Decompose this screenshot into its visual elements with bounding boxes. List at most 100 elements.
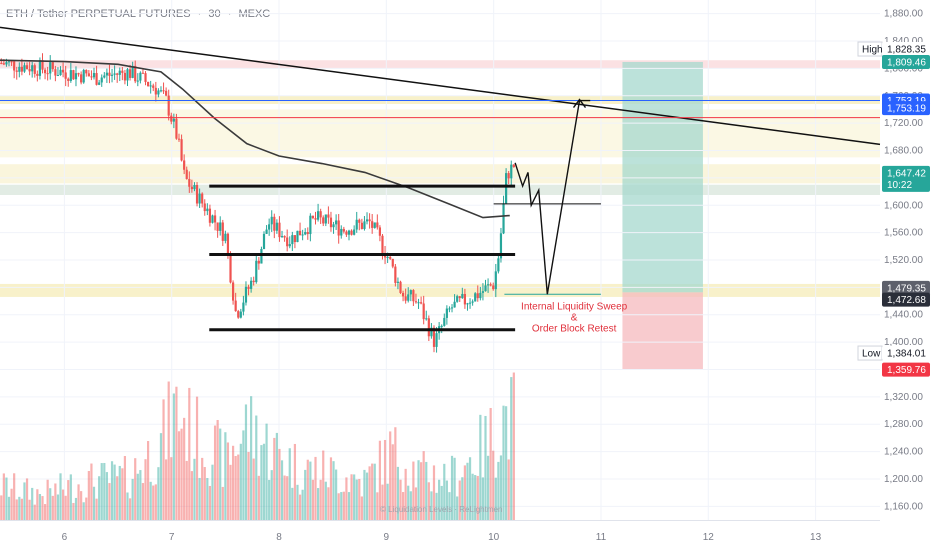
candle-body-61 [157, 90, 160, 95]
volume-bar-25 [64, 495, 67, 520]
candle-body-101 [260, 249, 263, 264]
candle-body-102 [262, 233, 266, 250]
volume-bar-195 [502, 405, 505, 520]
volume-bar-174 [448, 492, 451, 520]
volume-bar-67 [172, 393, 175, 520]
price-label-bg-6 [882, 292, 930, 307]
candle-body-34 [87, 73, 90, 77]
volume-bar-154 [396, 466, 400, 520]
volume-bar-5 [13, 473, 16, 520]
candle-body-93 [239, 311, 242, 318]
volume-bar-80 [206, 478, 209, 520]
price-axis[interactable]: 1,880.001,840.001,800.001,760.001,720.00… [857, 9, 930, 513]
volume-bar-151 [389, 431, 392, 520]
candle-body-194 [499, 233, 503, 259]
price-tick-18: 1,160.00 [884, 501, 923, 512]
volume-bar-124 [319, 479, 322, 520]
volume-bar-116 [298, 494, 302, 520]
volume-bar-149 [383, 439, 387, 520]
volume-bar-9 [23, 482, 26, 520]
volume-bar-21 [54, 483, 57, 520]
candle-body-138 [355, 219, 358, 230]
volume-bar-184 [474, 475, 477, 520]
candle-body-76 [195, 184, 199, 204]
volume-bar-141 [363, 469, 366, 520]
volume-bar-33 [85, 497, 88, 520]
candle-body-73 [188, 178, 191, 187]
volume-bar-142 [365, 472, 369, 520]
volume-layer [0, 372, 515, 520]
price-tick-0: 1,880.00 [884, 9, 923, 20]
volume-bar-172 [443, 463, 446, 520]
candle-body-99 [255, 260, 258, 283]
candle-body-87 [224, 233, 227, 241]
volume-bar-84 [216, 420, 219, 520]
candle-body-66 [170, 115, 173, 122]
candle-body-168 [432, 327, 436, 347]
volume-bar-94 [242, 430, 245, 520]
candle-body-53 [136, 80, 139, 82]
volume-bar-119 [306, 459, 309, 520]
volume-bar-133 [342, 491, 345, 520]
volume-bar-122 [314, 456, 317, 520]
candle-body-169 [435, 333, 438, 347]
candle-body-69 [177, 138, 181, 140]
zones-layer [0, 60, 880, 370]
volume-bar-99 [255, 415, 258, 520]
candle-body-81 [208, 208, 212, 223]
candle-body-199 [512, 164, 515, 167]
candle-body-121 [311, 215, 315, 219]
volume-bar-129 [332, 461, 335, 520]
candle-body-56 [144, 73, 147, 82]
annotation-line-2: Order Block Retest [532, 323, 617, 334]
candle-body-45 [116, 73, 119, 75]
candle-body-95 [244, 286, 248, 303]
candle-body-131 [337, 220, 340, 236]
candle-body-26 [67, 78, 70, 81]
volume-bar-20 [51, 495, 54, 520]
volume-bar-92 [237, 454, 240, 520]
candle-body-186 [479, 292, 482, 299]
volume-bar-114 [293, 443, 297, 520]
price-label-bg-0 [882, 42, 930, 57]
volume-bar-18 [46, 479, 49, 520]
volume-bar-59 [152, 485, 155, 520]
candle-body-193 [497, 258, 500, 272]
candle-body-96 [247, 286, 250, 289]
volume-bar-43 [110, 461, 114, 520]
candle-body-36 [92, 73, 96, 78]
price-label-bg-7 [882, 346, 930, 361]
volume-bar-147 [378, 440, 382, 520]
candle-body-151 [389, 256, 392, 259]
volume-bar-41 [105, 472, 108, 520]
volume-bar-58 [149, 481, 152, 520]
candle-body-139 [358, 219, 361, 223]
candle-body-94 [242, 302, 245, 312]
candle-body-185 [476, 293, 479, 299]
candle-body-157 [404, 296, 407, 301]
candle-body-90 [231, 282, 235, 301]
volume-bar-164 [422, 451, 425, 520]
candle-body-114 [293, 235, 297, 243]
price-tick-15: 1,280.00 [884, 419, 923, 430]
volume-bar-162 [417, 460, 420, 520]
price-tick-5: 1,680.00 [884, 146, 923, 157]
volume-bar-13 [33, 504, 36, 520]
candle-body-78 [201, 193, 204, 204]
volume-bar-34 [87, 470, 90, 520]
candle-body-116 [298, 230, 302, 236]
volume-bar-197 [507, 459, 510, 520]
time-axis[interactable]: 6 7 8 9 10 11 12 13 [0, 520, 880, 544]
volume-bar-45 [116, 476, 119, 520]
volume-bar-37 [95, 498, 98, 520]
volume-bar-177 [456, 496, 459, 520]
volume-bar-139 [358, 478, 361, 520]
volume-bar-79 [203, 467, 206, 520]
volume-bar-121 [311, 479, 315, 520]
volume-bar-60 [154, 484, 157, 520]
candle-body-130 [335, 220, 338, 225]
volume-bar-190 [489, 408, 492, 520]
candle-body-161 [414, 301, 418, 303]
volume-bar-181 [466, 462, 469, 520]
